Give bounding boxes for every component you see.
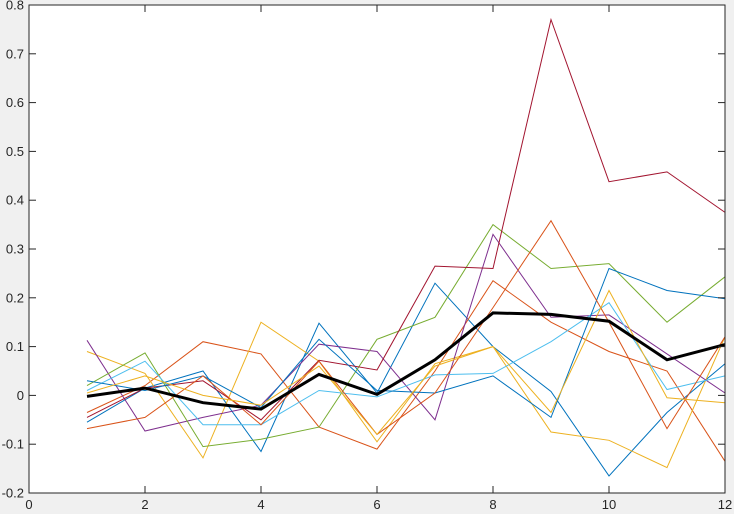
series-line-3 [86,321,726,469]
y-tick-label: -0.1 [2,437,24,452]
plot-area [29,5,725,493]
series-line-9 [86,219,726,436]
y-tick-label: 0 [17,388,24,403]
series-layer [86,17,726,477]
y-tick-label: 0.3 [6,242,24,257]
y-tick-label: 0.8 [6,0,24,13]
series-line-2 [86,279,726,462]
series-line-10 [86,289,726,436]
y-tick-label: 0.7 [6,46,24,61]
x-tick-label: 12 [718,497,732,512]
x-tick-label: 10 [602,497,616,512]
series-line-6 [86,302,726,426]
series-line-8 [86,267,726,419]
y-tick-label: -0.2 [2,486,24,501]
x-tick-label: 2 [141,497,148,512]
series-line-7 [86,17,726,421]
x-tick-label: 4 [257,497,264,512]
y-tick-label: 0.4 [6,193,24,208]
x-tick-label: 8 [489,497,496,512]
y-tick-label: 0.5 [6,144,24,159]
series-line-11 [86,311,726,411]
series-line-1 [86,282,726,477]
y-tick-label: 0.6 [6,95,24,110]
x-tick-label: 0 [25,497,32,512]
series-line-5 [86,223,726,448]
x-tick-label: 6 [373,497,380,512]
y-tick-label: 0.1 [6,339,24,354]
y-tick-label: 0.2 [6,290,24,305]
